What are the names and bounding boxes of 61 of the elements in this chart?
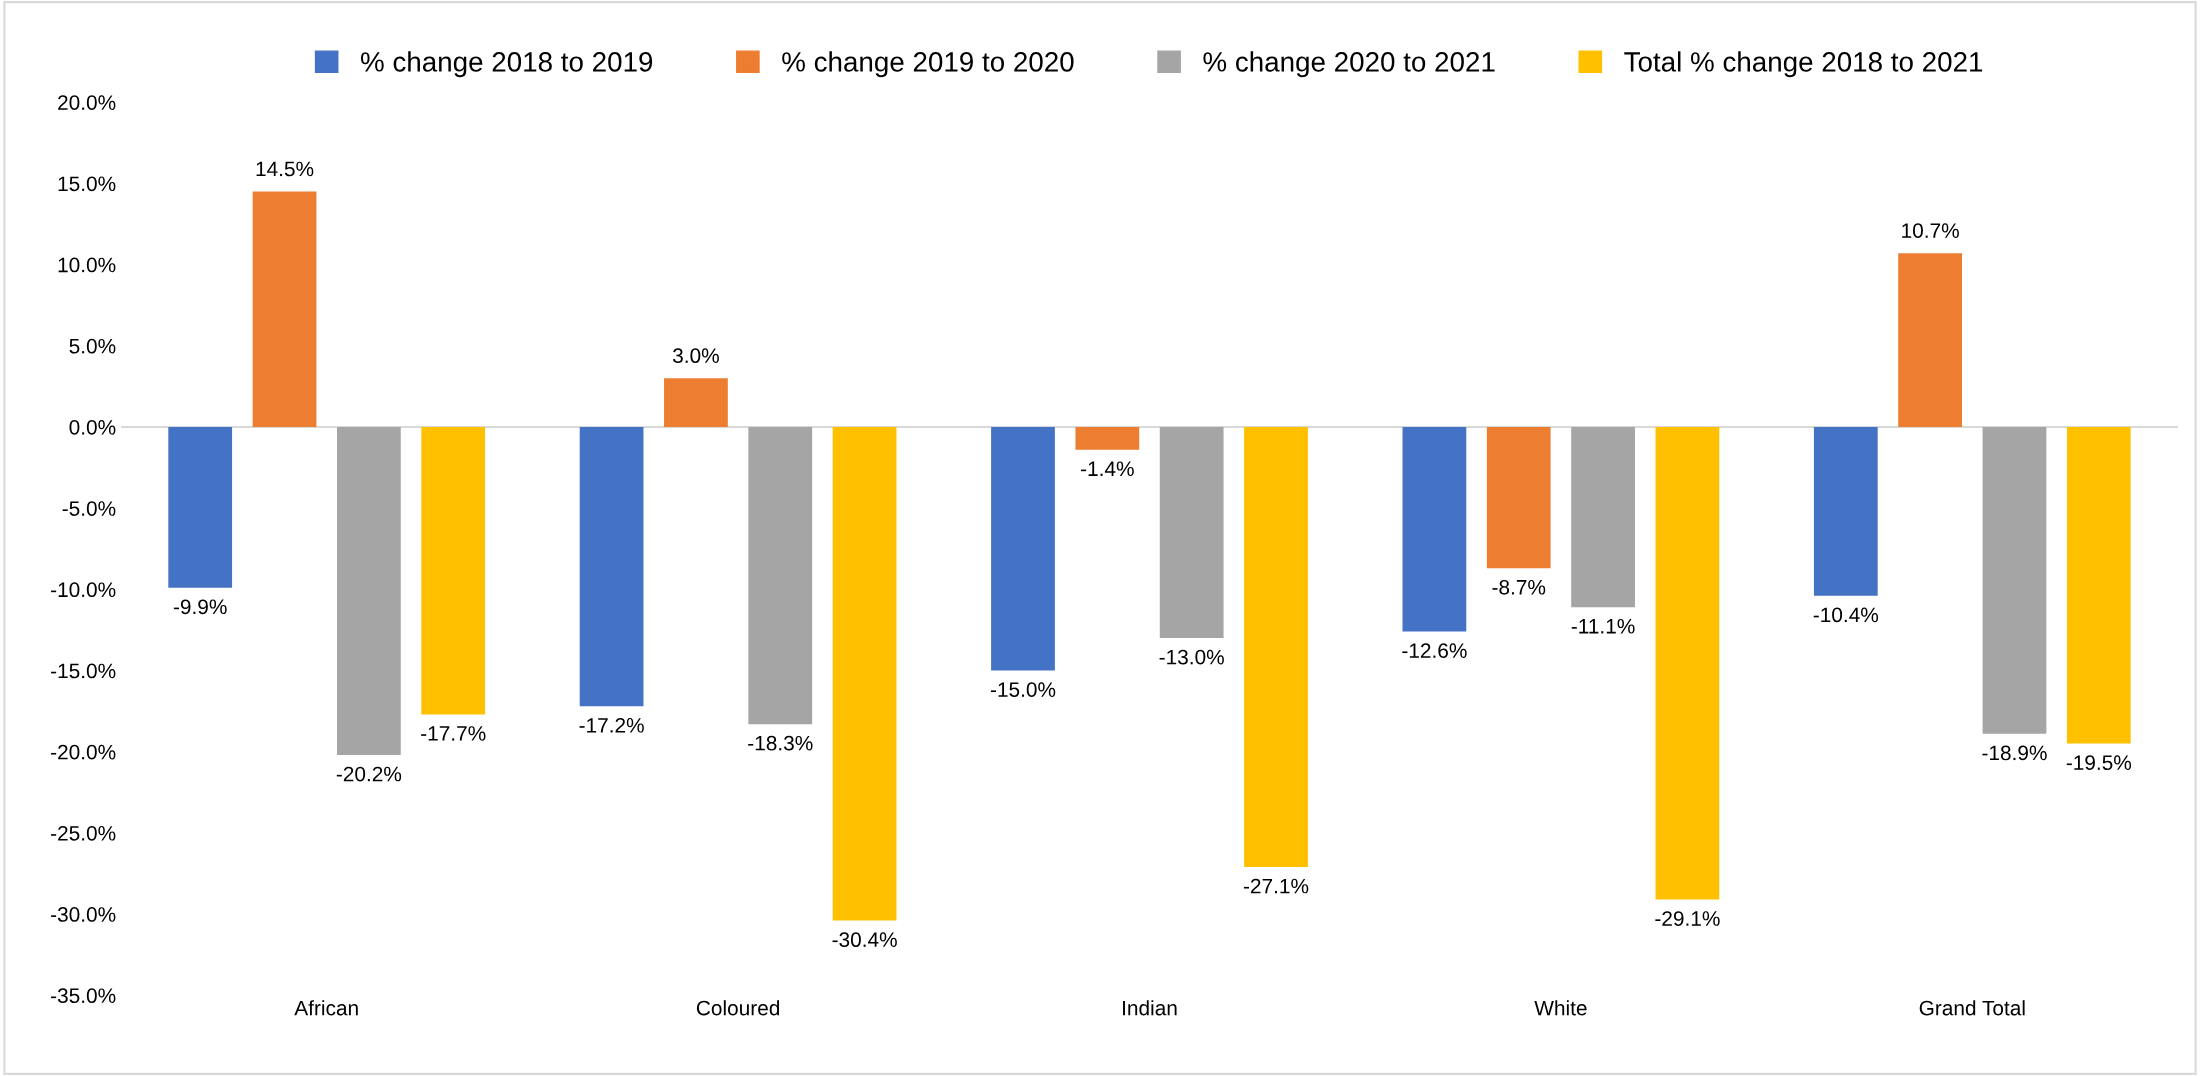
bar <box>1486 426 1551 569</box>
bar <box>1813 426 1878 596</box>
y-tick-label: -20.0% <box>51 744 116 760</box>
legend-label: % change 2020 to 2021 <box>1203 51 1495 78</box>
y-tick-label: -15.0% <box>51 663 116 679</box>
bar <box>1402 426 1467 632</box>
data-label: -19.5% <box>2066 755 2132 771</box>
bar <box>336 426 401 755</box>
y-tick-label: 0.0% <box>69 419 116 435</box>
bar <box>579 426 644 707</box>
legend-label: % change 2018 to 2019 <box>360 51 653 78</box>
y-tick-label: 10.0% <box>58 257 116 273</box>
bar <box>991 426 1055 671</box>
bar <box>1655 426 1720 900</box>
x-tick-label: Grand Total <box>1919 1000 2025 1016</box>
data-label: -29.1% <box>1655 911 1720 926</box>
bar <box>252 191 317 427</box>
legend-label: % change 2019 to 2020 <box>782 51 1074 78</box>
y-tick-label: 15.0% <box>58 176 116 192</box>
x-tick-label: Coloured <box>696 1000 780 1016</box>
x-tick-label: Indian <box>1123 1000 1177 1016</box>
bar <box>1571 426 1635 608</box>
bar <box>1898 253 1963 427</box>
data-label: -8.7% <box>1492 579 1546 595</box>
data-label: -15.0% <box>990 682 1056 697</box>
y-tick-label: -25.0% <box>51 825 116 841</box>
data-label: -9.9% <box>173 599 227 615</box>
y-tick-label: -5.0% <box>62 501 116 516</box>
data-label: -11.1% <box>1571 618 1635 634</box>
y-tick-label: -10.0% <box>51 582 116 598</box>
data-label: -20.2% <box>336 766 402 782</box>
data-label: -30.4% <box>832 932 897 948</box>
data-label: -12.6% <box>1402 643 1467 658</box>
bar <box>664 378 728 427</box>
bar <box>748 426 813 725</box>
data-label: -18.3% <box>748 735 813 751</box>
bar <box>1244 426 1308 868</box>
y-tick-label: -30.0% <box>51 907 116 922</box>
data-label: -17.7% <box>421 726 486 741</box>
bar <box>1159 426 1224 639</box>
data-label: 10.7% <box>1902 223 1959 238</box>
bar <box>2066 426 2131 744</box>
data-label: -27.1% <box>1243 878 1309 894</box>
x-tick-label: White <box>1534 1000 1587 1016</box>
bar <box>1982 426 2047 734</box>
data-label: -1.4% <box>1081 461 1134 477</box>
data-label: -10.4% <box>1813 607 1879 623</box>
data-label: 14.5% <box>256 161 314 177</box>
data-label: -18.9% <box>1982 745 2047 761</box>
data-label: 3.0% <box>672 348 719 364</box>
y-tick-label: 20.0% <box>58 95 116 110</box>
bar <box>1075 426 1140 450</box>
data-label: -17.2% <box>579 717 644 733</box>
y-tick-label: -35.0% <box>51 988 116 1004</box>
legend-label: Total % change 2018 to 2021 <box>1624 51 1983 78</box>
x-tick-label: African <box>294 1000 358 1016</box>
bar <box>832 426 897 921</box>
bar <box>421 426 486 715</box>
data-label: -13.0% <box>1159 649 1224 665</box>
bar <box>168 426 233 588</box>
y-tick-label: 5.0% <box>69 338 116 354</box>
